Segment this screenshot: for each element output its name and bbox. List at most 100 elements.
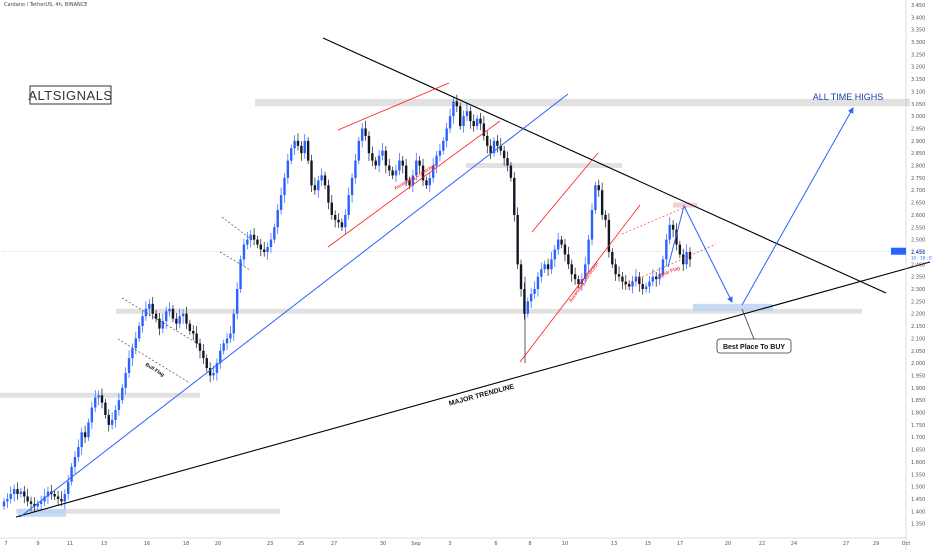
- candle-body: [330, 202, 333, 215]
- price-tick: 2.550: [911, 225, 925, 231]
- candle-body: [232, 313, 235, 334]
- candle-body: [23, 491, 26, 497]
- candle-body: [536, 276, 540, 290]
- time-tick: 17: [677, 541, 683, 547]
- time-tick: 24: [791, 541, 797, 547]
- candle-body: [560, 239, 563, 245]
- price-tick: 3.300: [911, 40, 925, 46]
- price-tick: 1.750: [911, 423, 925, 429]
- bull-flag-top: [121, 297, 201, 346]
- candle-body: [577, 279, 580, 285]
- price-tick: 1.400: [911, 509, 925, 515]
- projection-up-arrow: [741, 107, 854, 306]
- candle-body: [685, 251, 688, 265]
- candle-body: [604, 214, 607, 220]
- callout-text: Best Place To BUY: [723, 344, 785, 351]
- candle-body: [337, 219, 340, 223]
- candle-body: [638, 276, 641, 285]
- candle-body: [70, 466, 73, 482]
- candle-body: [418, 160, 421, 166]
- time-tick: Oct: [902, 541, 911, 547]
- candle-body: [97, 395, 100, 398]
- price-tick: 2.750: [911, 176, 925, 182]
- price-tick: 1.500: [911, 485, 925, 491]
- candle-body: [398, 160, 401, 171]
- candle-body: [46, 491, 50, 497]
- price-tick: 1.950: [911, 373, 925, 379]
- candle-body: [121, 387, 124, 401]
- candle-body: [175, 318, 178, 324]
- price-tick: 2.500: [911, 238, 925, 244]
- candle-body: [459, 106, 462, 127]
- candle-body: [452, 101, 455, 117]
- candle-body: [462, 116, 465, 127]
- candle-body: [266, 247, 269, 252]
- candle-body: [141, 316, 144, 327]
- candle-body: [401, 160, 404, 166]
- candle-body: [219, 350, 222, 364]
- asc-channel-2-top: [531, 152, 599, 233]
- candle-body: [347, 195, 350, 215]
- price-tick: 1.550: [911, 472, 925, 478]
- candle-body: [208, 368, 212, 376]
- bull-flag-label: Bull Flag: [144, 362, 165, 378]
- time-tick: Sep: [411, 541, 420, 547]
- price-tick: 3.050: [911, 102, 925, 108]
- candle-body: [499, 145, 502, 151]
- candle-body: [600, 190, 604, 215]
- candle-body: [56, 496, 60, 499]
- candle-body: [104, 402, 107, 415]
- candle-body: [202, 350, 205, 359]
- time-tick: 25: [298, 541, 304, 547]
- price-tick: 2.350: [911, 275, 925, 281]
- candle-body: [374, 160, 377, 166]
- candle-body: [658, 274, 661, 280]
- candle-body: [496, 140, 499, 146]
- price-tick: 3.100: [911, 89, 925, 95]
- candle-body: [188, 323, 192, 332]
- candle-body: [286, 160, 290, 178]
- time-tick: 23: [267, 541, 273, 547]
- candle-body: [212, 372, 215, 376]
- candle-body: [279, 195, 283, 210]
- candle-body: [394, 170, 398, 176]
- candle-body: [543, 264, 546, 270]
- candle-body: [354, 160, 357, 178]
- candle-body: [482, 123, 486, 136]
- time-tick: 10: [562, 541, 568, 547]
- descending-resistance: [322, 37, 887, 294]
- candle-body: [53, 494, 56, 497]
- price-tick: 2.600: [911, 213, 925, 219]
- zone-4: [673, 202, 697, 208]
- all-time-highs-label: ALL TIME HIGHS: [813, 92, 884, 102]
- candle-body: [357, 140, 361, 161]
- candle-body: [479, 118, 482, 124]
- price-tick: 1.350: [911, 522, 925, 528]
- price-tick: 2.250: [911, 299, 925, 305]
- zone-5: [16, 508, 280, 514]
- price-tick: 3.200: [911, 65, 925, 71]
- candle-body: [529, 293, 533, 302]
- asc-channel-1-bottom: [327, 120, 501, 248]
- candle-body: [94, 397, 97, 408]
- current-price-countdown: 10 : 18 : 02: [911, 256, 932, 261]
- candle-body: [617, 274, 621, 277]
- candle-body: [293, 140, 296, 149]
- candle-body: [249, 234, 252, 240]
- candle-body: [384, 150, 388, 166]
- time-tick: 13: [101, 541, 107, 547]
- candle-body: [151, 303, 154, 314]
- candle-body: [242, 244, 246, 260]
- candle-body: [9, 494, 12, 499]
- candle-body: [475, 118, 479, 127]
- candle-body: [533, 289, 536, 294]
- logo-text: ALTSIGNALS: [28, 88, 112, 103]
- candle-body: [239, 259, 242, 290]
- candle-body: [181, 313, 185, 317]
- candle-body: [367, 135, 371, 154]
- candle-body: [584, 264, 587, 280]
- time-tick: 6: [494, 541, 497, 547]
- candle-body: [195, 333, 198, 344]
- candle-body: [350, 177, 354, 196]
- candle-body: [665, 239, 668, 260]
